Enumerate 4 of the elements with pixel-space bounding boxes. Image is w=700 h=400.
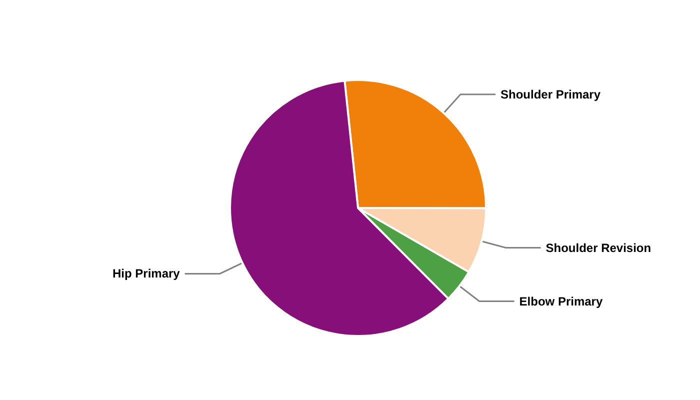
slice-label: Hip Primary [112,266,180,281]
slice-label: Shoulder Revision [546,240,652,255]
slice-label: Elbow Primary [519,294,603,308]
slice-label: Shoulder Primary [500,87,601,102]
